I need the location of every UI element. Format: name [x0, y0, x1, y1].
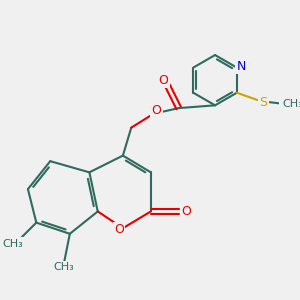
Text: N: N: [236, 60, 246, 73]
Text: S: S: [260, 96, 267, 109]
Text: CH₃: CH₃: [54, 262, 75, 272]
Text: CH₃: CH₃: [2, 238, 23, 249]
Text: O: O: [114, 223, 124, 236]
Text: O: O: [158, 74, 168, 87]
Text: O: O: [152, 104, 161, 117]
Text: O: O: [182, 205, 191, 218]
Text: CH₃: CH₃: [282, 99, 300, 109]
